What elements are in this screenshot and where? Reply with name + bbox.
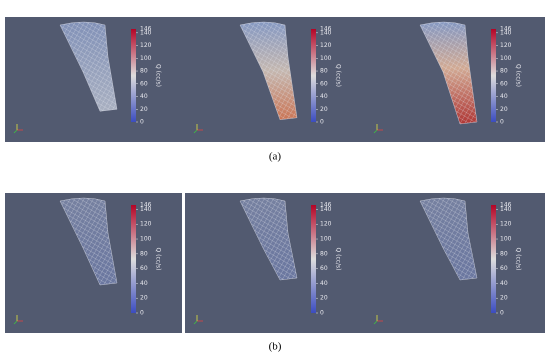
colorbar-tick-label: 100 <box>320 236 332 243</box>
colorbar-tick-label: 120 <box>500 42 512 49</box>
colorbar-max-label: 146 <box>140 202 152 209</box>
colorbar-tick-label: 20 <box>320 295 328 302</box>
colorbar-tick-label: 20 <box>500 106 508 113</box>
colorbar-tick-label: 80 <box>500 250 508 257</box>
colorbar-tick-label: 100 <box>140 236 152 243</box>
colorbar-tick-label: 0 <box>140 119 144 126</box>
colorbar-max-label: 146 <box>320 26 332 33</box>
colorbar <box>131 205 136 313</box>
colorbar-tick-label: 60 <box>320 80 328 87</box>
colorbar-max-label: 146 <box>500 202 512 209</box>
colorbar <box>311 205 316 313</box>
colorbar-tick-label: 80 <box>320 250 328 257</box>
panel-row-b-2 <box>185 193 545 333</box>
colorbar-tick-label: 20 <box>500 295 508 302</box>
axis-triad <box>13 320 18 325</box>
colorbar-tick-label: 140 <box>320 29 332 36</box>
colorbar-tick-label: 0 <box>500 119 504 126</box>
mesh-wire <box>239 21 298 120</box>
colorbar <box>131 29 136 122</box>
colorbar-tick-label: 120 <box>140 221 152 228</box>
colorbar <box>311 29 316 122</box>
colorbar-title: Q (cc/s) <box>155 64 162 87</box>
colorbar-tick-label: 100 <box>500 236 512 243</box>
colorbar-tick-label: 60 <box>140 265 148 272</box>
colorbar-tick-label: 0 <box>320 119 324 126</box>
colorbar-tick-label: 140 <box>320 206 332 213</box>
colorbar-tick-label: 80 <box>500 68 508 75</box>
colorbar <box>491 29 496 122</box>
colorbar <box>491 205 496 313</box>
colorbar-max-label: 146 <box>500 26 512 33</box>
colorbar-tick-label: 0 <box>320 310 324 317</box>
axis-triad <box>373 320 378 325</box>
colorbar-tick-label: 80 <box>140 250 148 257</box>
colorbar-tick-label: 120 <box>140 42 152 49</box>
caption: (a) <box>269 151 282 163</box>
mesh-wire <box>59 21 118 112</box>
axis-triad <box>193 320 198 325</box>
mesh-wire <box>59 197 118 286</box>
mesh-wire <box>419 21 478 125</box>
axis-triad <box>13 129 18 134</box>
mesh-wire <box>239 197 298 281</box>
colorbar-tick-label: 140 <box>140 29 152 36</box>
colorbar-title: Q (cc/s) <box>515 64 522 87</box>
colorbar-tick-label: 120 <box>320 42 332 49</box>
colorbar-tick-label: 140 <box>500 206 512 213</box>
colorbar-max-label: 146 <box>320 202 332 209</box>
colorbar-title: Q (cc/s) <box>335 64 342 87</box>
mesh-wire <box>419 197 478 281</box>
caption: (b) <box>269 341 282 353</box>
colorbar-tick-label: 60 <box>320 265 328 272</box>
colorbar-tick-label: 0 <box>500 310 504 317</box>
colorbar-tick-label: 100 <box>500 55 512 62</box>
colorbar-tick-label: 60 <box>500 265 508 272</box>
axis-triad <box>193 129 198 134</box>
colorbar-tick-label: 100 <box>320 55 332 62</box>
colorbar-tick-label: 120 <box>320 221 332 228</box>
colorbar-max-label: 146 <box>140 26 152 33</box>
colorbar-tick-label: 140 <box>500 29 512 36</box>
colorbar-tick-label: 40 <box>140 280 148 287</box>
axis-triad <box>373 129 378 134</box>
colorbar-tick-label: 40 <box>320 280 328 287</box>
colorbar-tick-label: 100 <box>140 55 152 62</box>
colorbar-tick-label: 40 <box>500 280 508 287</box>
colorbar-tick-label: 40 <box>140 93 148 100</box>
colorbar-tick-label: 20 <box>140 295 148 302</box>
colorbar-tick-label: 60 <box>500 80 508 87</box>
colorbar-tick-label: 120 <box>500 221 512 228</box>
colorbar-tick-label: 140 <box>140 206 152 213</box>
colorbar-tick-label: 20 <box>140 106 148 113</box>
colorbar-tick-label: 20 <box>320 106 328 113</box>
colorbar-tick-label: 40 <box>320 93 328 100</box>
colorbar-tick-label: 40 <box>500 93 508 100</box>
colorbar-title: Q (cc/s) <box>155 247 162 270</box>
colorbar-title: Q (cc/s) <box>515 247 522 270</box>
colorbar-tick-label: 80 <box>140 68 148 75</box>
colorbar-tick-label: 0 <box>140 310 144 317</box>
colorbar-tick-label: 60 <box>140 80 148 87</box>
colorbar-title: Q (cc/s) <box>335 247 342 270</box>
colorbar-tick-label: 80 <box>320 68 328 75</box>
